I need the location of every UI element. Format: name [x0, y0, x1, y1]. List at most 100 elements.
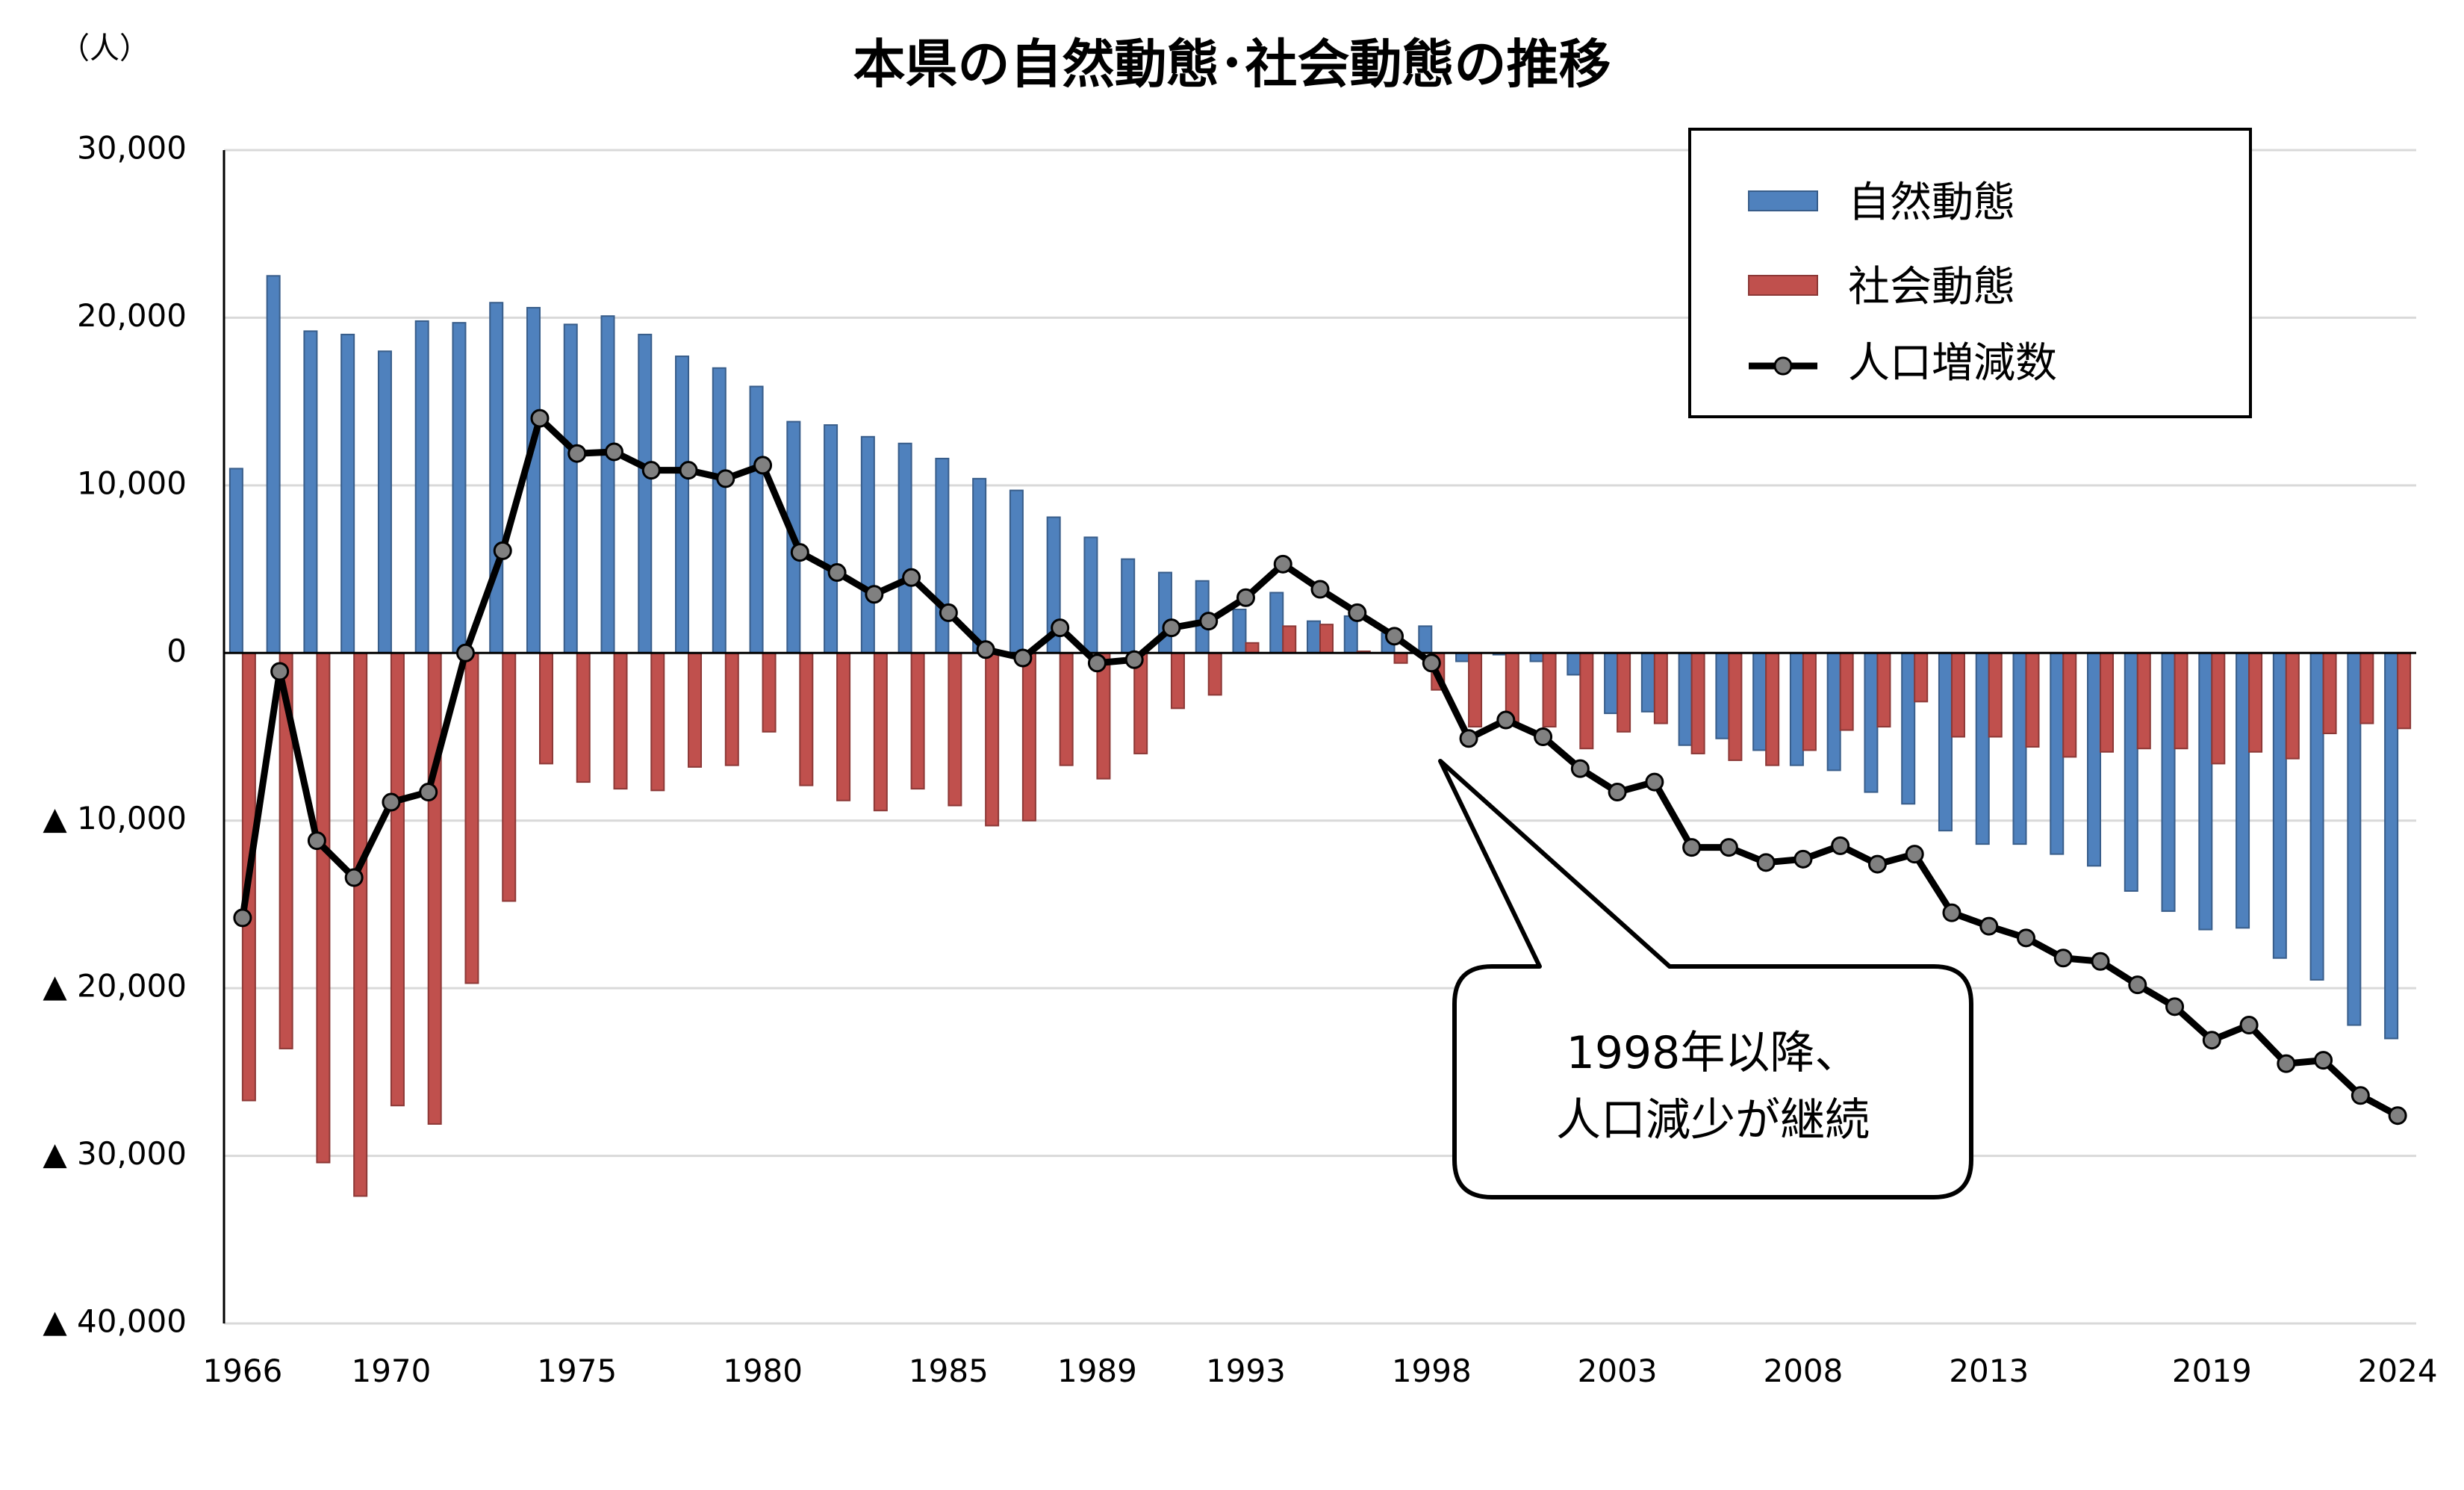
x-tick-label: 1970: [351, 1353, 431, 1389]
social-change-bar: [1319, 624, 1334, 654]
natural-change-bar: [266, 275, 281, 654]
natural-change-bar: [1604, 652, 1619, 715]
legend: 自然動態 社会動態 人口増減数: [1688, 128, 2252, 418]
natural-change-bar: [972, 477, 987, 654]
x-tick-label: 1966: [202, 1353, 282, 1389]
total-change-point: [1459, 729, 1478, 748]
total-change-point: [567, 444, 587, 463]
social-change-bar: [1617, 652, 1631, 733]
social-change-bar: [2397, 652, 2412, 730]
natural-change-bar: [749, 385, 764, 654]
natural-change-bar: [860, 435, 875, 654]
natural-change-bar: [1269, 592, 1284, 654]
social-change-bar: [1950, 652, 1965, 738]
social-change-bar: [538, 652, 553, 765]
callout-line-1: 1998年以降、: [1567, 1027, 1860, 1079]
natural-change-bar: [2124, 652, 2138, 892]
natural-change-bar: [1864, 652, 1879, 793]
natural-change-bar: [2347, 652, 2362, 1026]
x-tick-label: 1980: [723, 1353, 803, 1389]
callout-line-2: 人口減少が継続: [1556, 1094, 1870, 1146]
natural-change-bar: [2272, 652, 2287, 959]
total-change-point: [344, 868, 364, 887]
natural-change-bar: [2050, 652, 2065, 855]
social-change-bar: [688, 652, 703, 768]
natural-change-bar: [675, 356, 690, 654]
social-change-bar: [1765, 652, 1780, 766]
total-change-point: [2388, 1106, 2407, 1126]
total-change-point: [2165, 997, 2185, 1016]
total-change-point: [790, 543, 809, 562]
social-change-bar: [1245, 642, 1260, 654]
total-change-point: [530, 409, 550, 428]
natural-change-bar: [414, 320, 429, 654]
x-tick-label: 2008: [1763, 1353, 1843, 1389]
total-change-point: [2128, 975, 2147, 995]
total-change-point: [382, 792, 401, 812]
natural-change-bar: [228, 468, 243, 654]
social-change-bar: [1876, 652, 1891, 728]
social-change-bar: [1839, 652, 1854, 731]
natural-change-bar: [1009, 489, 1024, 654]
total-change-point: [1645, 772, 1664, 792]
y-axis-tick-labels: 30,000 20,000 10,000 0 ▲ 10,000 ▲ 20,000 ▲ 30,…: [43, 130, 187, 1340]
social-change-bar: [427, 652, 442, 1125]
x-axis-tick-labels: 1966 1970 1975 1980 1985 1989 1993 1998 2003 2008…: [202, 1353, 2437, 1389]
social-change-bar: [1282, 625, 1297, 654]
x-tick-label: 1993: [1206, 1353, 1286, 1389]
y-tick-label: 20,000: [77, 297, 187, 334]
social-change-bar: [2359, 652, 2374, 724]
total-change-point: [2314, 1051, 2333, 1070]
x-tick-label: 2019: [2172, 1353, 2252, 1389]
x-tick-label: 1985: [909, 1353, 989, 1389]
y-tick-label: 0: [167, 633, 187, 669]
social-change-bar: [985, 652, 1000, 827]
social-change-bar: [1170, 652, 1185, 710]
natural-change-bar: [1307, 620, 1321, 654]
legend-label-total: 人口増減数: [1848, 339, 2057, 388]
total-change-point: [2016, 928, 2035, 948]
annotation-callout: 1998年以降、 人口減少が継続: [1438, 759, 1973, 1199]
social-change-bar: [2100, 652, 2115, 753]
social-change-bar: [762, 652, 777, 733]
total-change-point: [827, 563, 847, 583]
natural-change-bar: [340, 333, 355, 654]
social-change-bar: [353, 652, 368, 1197]
total-change-point: [1534, 727, 1553, 746]
total-change-point: [493, 541, 512, 560]
legend-label-social: 社会動態: [1848, 263, 2015, 311]
social-change-bar: [2322, 652, 2337, 735]
x-tick-label: 1989: [1057, 1353, 1137, 1389]
total-change-point: [1310, 580, 1330, 599]
total-change-point: [1793, 849, 1813, 869]
total-change-line: [233, 409, 2407, 1126]
natural-change-bar: [600, 315, 615, 654]
total-change-point: [902, 568, 921, 587]
social-change-bar: [1021, 652, 1036, 822]
social-change-bar: [1653, 652, 1668, 724]
total-change-point: [1905, 845, 1924, 864]
natural-change-bar: [452, 322, 467, 654]
total-change-point: [1348, 603, 1367, 622]
natural-change-bar: [1789, 652, 1804, 766]
x-tick-label: 2013: [1949, 1353, 2029, 1389]
total-change-point: [1496, 710, 1516, 730]
total-change-point: [2277, 1054, 2296, 1073]
total-change-point: [1979, 916, 1999, 936]
total-change-point: [939, 603, 958, 622]
natural-change-bar: [1083, 536, 1098, 654]
y-tick-label: ▲ 10,000: [43, 800, 187, 836]
total-change-point: [270, 662, 290, 681]
social-change-bar: [576, 652, 591, 783]
chart-title: 本県の自然動態･社会動態の推移: [853, 34, 1611, 95]
social-change-bar: [1690, 652, 1705, 754]
total-change-point: [605, 442, 624, 462]
natural-change-bar: [638, 333, 653, 654]
total-change-point: [419, 783, 438, 802]
social-change-bar: [1393, 652, 1408, 664]
natural-change-bar: [377, 350, 392, 654]
social-change-bar: [1728, 652, 1743, 761]
natural-change-bar: [2236, 652, 2250, 929]
social-change-bar: [873, 652, 888, 812]
total-change-point: [716, 469, 735, 488]
